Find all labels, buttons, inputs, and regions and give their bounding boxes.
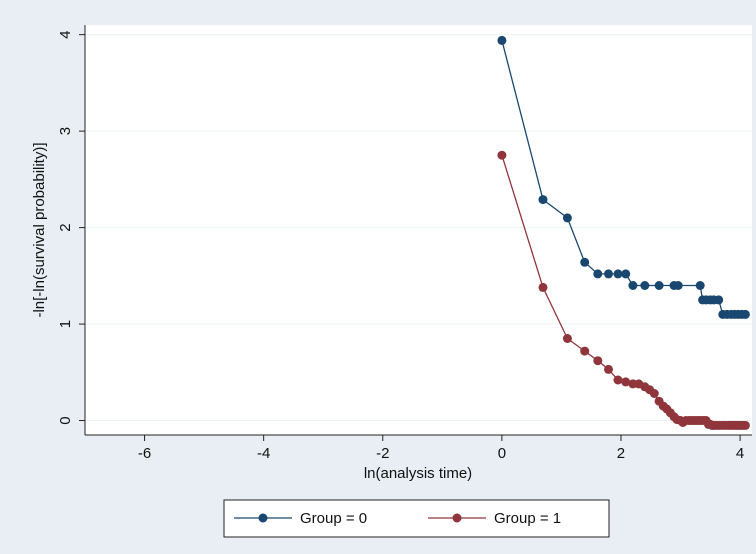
- y-tick-label-4: 4: [57, 30, 74, 38]
- series-layer: [497, 35, 750, 430]
- x-tick-label-2: -2: [376, 445, 389, 462]
- gridlines: [85, 34, 752, 422]
- data-point-group-0-13: [695, 281, 705, 290]
- y-tick-label-3: 3: [57, 127, 74, 135]
- data-point-group-0-4: [593, 269, 603, 279]
- legend-marker-group-1: [452, 513, 462, 523]
- data-point-group-0-10: [654, 281, 664, 290]
- data-point-group-0-0: [497, 35, 507, 45]
- x-tick-label-4: 2: [617, 445, 625, 462]
- y-tick-label-2: 2: [57, 223, 74, 231]
- x-tick-label-3: 0: [498, 445, 506, 462]
- series-group-1: [497, 150, 750, 430]
- data-point-group-1-5: [604, 364, 613, 374]
- data-point-group-1-46: [740, 420, 750, 430]
- x-tick-label-1: -4: [257, 445, 270, 462]
- data-point-group-0-1: [538, 195, 548, 205]
- legend: Group = 0 Group = 1: [223, 499, 610, 538]
- data-point-group-0-6: [613, 269, 623, 279]
- data-point-group-0-9: [640, 281, 650, 290]
- data-point-group-1-12: [649, 389, 659, 398]
- y-tick-label-0: 0: [57, 416, 74, 424]
- data-point-group-0-5: [604, 269, 613, 279]
- data-point-group-0-12: [673, 281, 683, 290]
- x-axis-title: ln(analysis time): [364, 465, 472, 482]
- data-point-group-1-4: [593, 356, 603, 366]
- y-axis-ticks: 0 1 2 3 4: [57, 30, 85, 425]
- y-tick-label-1: 1: [57, 320, 74, 328]
- data-point-group-0-25: [740, 309, 750, 319]
- legend-label-group-1: Group = 1: [494, 510, 561, 527]
- data-point-group-0-8: [628, 281, 638, 290]
- data-point-group-1-1: [538, 282, 548, 292]
- plot-area: [85, 25, 752, 435]
- data-point-group-0-2: [562, 213, 572, 223]
- data-point-group-1-3: [580, 346, 590, 356]
- x-tick-label-5: 4: [736, 445, 744, 462]
- data-point-group-0-3: [580, 257, 590, 267]
- x-axis-ticks: -6 -4 -2 0 2 4: [138, 435, 744, 462]
- data-point-group-1-0: [497, 150, 507, 160]
- data-point-group-1-2: [562, 334, 572, 343]
- data-point-group-0-7: [621, 269, 631, 279]
- data-point-group-1-7: [621, 377, 631, 387]
- x-tick-label-0: -6: [138, 445, 151, 462]
- legend-marker-group-0: [258, 513, 268, 523]
- series-group-0: [497, 35, 750, 319]
- data-point-group-1-6: [613, 375, 623, 385]
- legend-label-group-0: Group = 0: [300, 510, 367, 527]
- data-point-group-0-18: [714, 295, 724, 305]
- y-axis-title: -ln[-ln(survival probability)]: [31, 142, 48, 317]
